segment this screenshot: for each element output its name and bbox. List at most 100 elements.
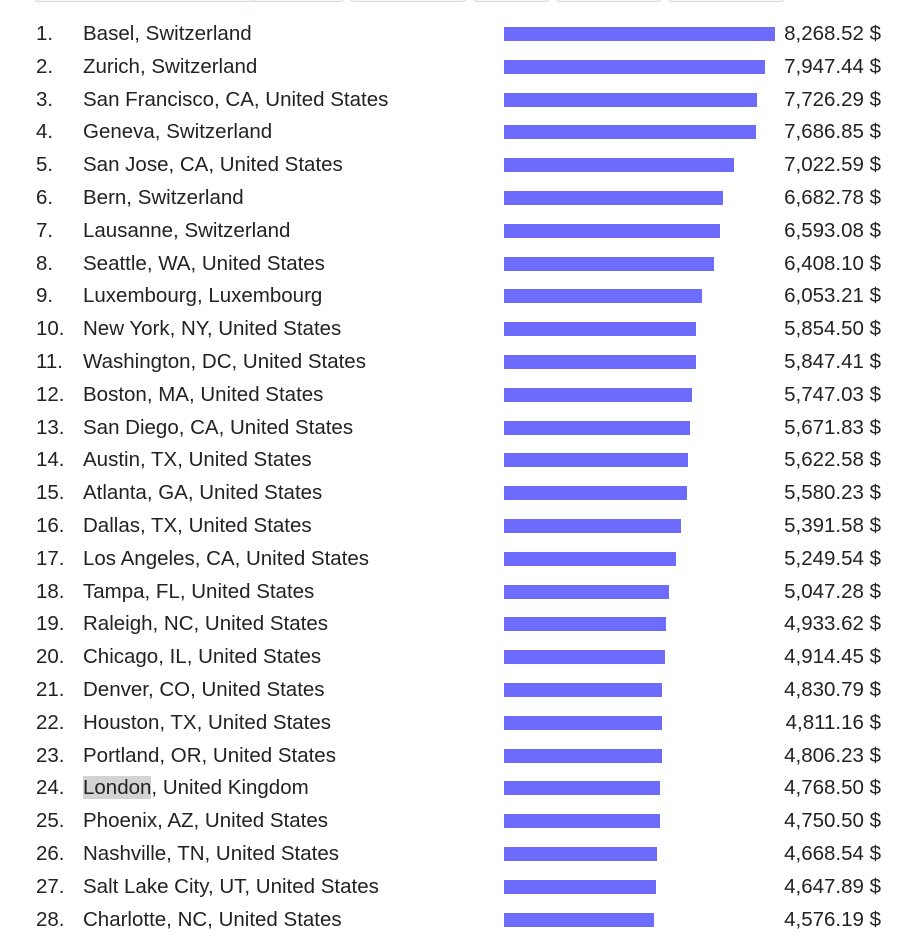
rank-number: 4. (36, 120, 54, 144)
city-name[interactable]: Atlanta, GA, United States (83, 481, 323, 505)
table-row: 4. Geneva, Switzerland 7,686.85 $ (0, 116, 909, 149)
rank-number: 26. (36, 841, 65, 865)
city-name[interactable]: Luxembourg, Luxembourg (83, 284, 323, 308)
value-label: 5,847.41 $ (784, 349, 881, 373)
bar (504, 92, 758, 107)
bar (504, 158, 735, 173)
tab-6[interactable] (668, 0, 785, 2)
city-name[interactable]: Austin, TX, United States (83, 448, 312, 472)
table-row: 8. Seattle, WA, United States 6,408.10 $ (0, 248, 909, 281)
city-name[interactable]: Boston, MA, United States (83, 382, 324, 406)
city-name[interactable]: San Francisco, CA, United States (83, 87, 389, 111)
city-name[interactable]: Charlotte, NC, United States (83, 907, 342, 931)
value-label: 6,682.78 $ (784, 185, 881, 209)
city-name[interactable]: Washington, DC, United States (83, 349, 366, 373)
table-row: 3. San Francisco, CA, United States 7,726.… (0, 84, 909, 117)
value-label: 7,947.44 $ (784, 54, 881, 78)
rank-number: 17. (36, 546, 65, 570)
value-label: 5,747.03 $ (784, 382, 881, 406)
bar-track (504, 879, 775, 894)
rank-number: 13. (36, 415, 65, 439)
table-row: 17. Los Angeles, CA, United States 5,249.5… (0, 543, 909, 576)
table-row: 23. Portland, OR, United States 4,806.23 $ (0, 740, 909, 773)
bar-track (504, 158, 775, 173)
table-row: 15. Atlanta, GA, United States 5,580.23 $ (0, 477, 909, 510)
table-row: 6. Bern, Switzerland 6,682.78 $ (0, 182, 909, 215)
rank-number: 6. (36, 185, 54, 209)
rank-number: 3. (36, 87, 54, 111)
value-label: 4,576.19 $ (784, 907, 881, 931)
bar (504, 650, 666, 665)
bar-track (504, 748, 775, 763)
bar (504, 682, 663, 697)
tab-1[interactable] (34, 0, 258, 2)
rank-number: 21. (36, 677, 65, 701)
bar (504, 912, 654, 927)
bar-track (504, 781, 775, 796)
city-name[interactable]: Los Angeles, CA, United States (83, 546, 370, 570)
rank-number: 20. (36, 645, 65, 669)
bar-track (504, 420, 775, 435)
bar (504, 781, 661, 796)
rank-number: 19. (36, 612, 65, 636)
value-label: 7,686.85 $ (784, 120, 881, 144)
bar (504, 453, 689, 468)
bar-track (504, 486, 775, 501)
table-row: 14. Austin, TX, United States 5,622.58 $ (0, 444, 909, 477)
city-name[interactable]: San Jose, CA, United States (83, 153, 343, 177)
rank-number: 14. (36, 448, 65, 472)
bar (504, 617, 666, 632)
city-name[interactable]: San Diego, CA, United States (83, 415, 354, 439)
rank-number: 22. (36, 710, 65, 734)
bar (504, 223, 721, 238)
city-name[interactable]: Denver, CO, United States (83, 677, 325, 701)
bar-track (504, 814, 775, 829)
value-label: 5,622.58 $ (784, 448, 881, 472)
bar (504, 420, 690, 435)
city-name[interactable]: Salt Lake City, UT, United States (83, 874, 379, 898)
rank-number: 7. (36, 218, 54, 242)
city-name[interactable]: Nashville, TN, United States (83, 841, 339, 865)
rank-number: 5. (36, 153, 54, 177)
city-name[interactable]: Bern, Switzerland (83, 185, 244, 209)
value-label: 7,022.59 $ (784, 153, 881, 177)
city-name[interactable]: Basel, Switzerland (83, 22, 252, 45)
city-name[interactable]: Zurich, Switzerland (83, 54, 258, 78)
table-row: 1. Basel, Switzerland 8,268.52 $ (0, 18, 909, 51)
value-label: 4,914.45 $ (784, 645, 881, 669)
bar-track (504, 584, 775, 599)
bar-track (504, 551, 775, 566)
city-name[interactable]: Geneva, Switzerland (83, 120, 273, 144)
city-name[interactable]: Houston, TX, United States (83, 710, 332, 734)
city-name[interactable]: Phoenix, AZ, United States (83, 809, 328, 833)
rank-number: 28. (36, 907, 65, 931)
table-row: 21. Denver, CO, United States 4,830.79 $ (0, 674, 909, 707)
table-row: 19. Raleigh, NC, United States 4,933.62 $ (0, 608, 909, 641)
bar-track (504, 715, 775, 730)
table-row: 18. Tampa, FL, United States 5,047.28 $ (0, 576, 909, 609)
city-name[interactable]: Portland, OR, United States (83, 743, 336, 767)
table-row: 24. London, United Kingdom 4,768.50 $ (0, 772, 909, 805)
value-label: 4,768.50 $ (784, 776, 881, 800)
rank-number: 10. (36, 317, 65, 341)
bar-track (504, 190, 775, 205)
value-label: 6,053.21 $ (784, 284, 881, 308)
table-row: 2. Zurich, Switzerland 7,947.44 $ (0, 51, 909, 84)
city-name[interactable]: New York, NY, United States (83, 317, 342, 341)
bar-track (504, 650, 775, 665)
tab-5[interactable] (556, 0, 662, 2)
value-label: 5,671.83 $ (784, 415, 881, 439)
tab-3[interactable] (350, 0, 467, 2)
city-name[interactable]: Dallas, TX, United States (83, 513, 312, 537)
city-name[interactable]: Seattle, WA, United States (83, 251, 325, 275)
city-name[interactable]: Raleigh, NC, United States (83, 612, 328, 636)
tab-4[interactable] (473, 0, 550, 2)
bar (504, 846, 657, 861)
rank-number: 8. (36, 251, 54, 275)
bar-track (504, 912, 775, 927)
city-name[interactable]: Tampa, FL, United States (83, 579, 315, 603)
city-name[interactable]: London, United Kingdom (83, 776, 309, 800)
city-name[interactable]: Lausanne, Switzerland (83, 218, 291, 242)
tab-2[interactable] (252, 0, 344, 2)
city-name[interactable]: Chicago, IL, United States (83, 645, 322, 669)
